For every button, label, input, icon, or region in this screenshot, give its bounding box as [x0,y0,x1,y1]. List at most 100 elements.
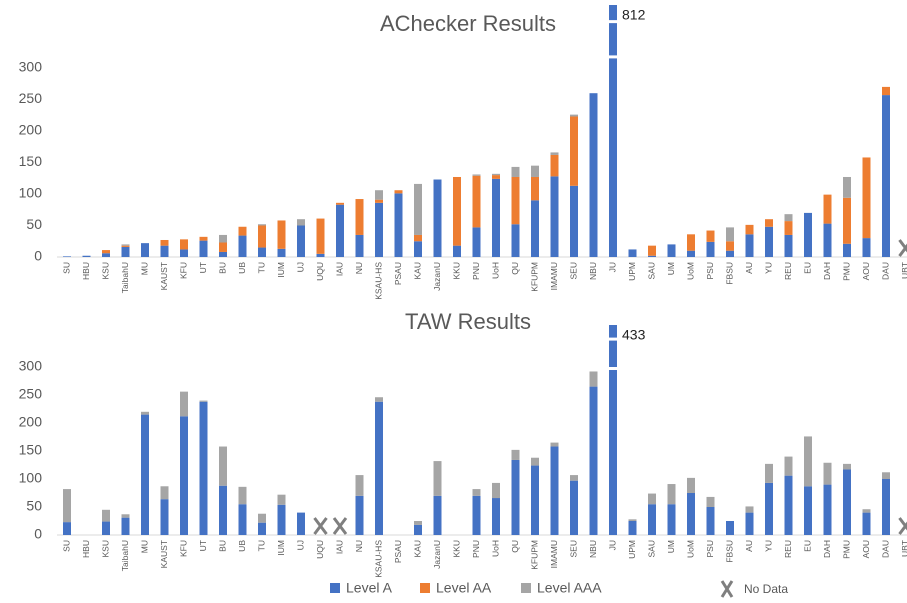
x-tick-label: DAH [822,262,832,280]
y-tick-label: 50 [26,216,42,232]
bar-segment [394,190,403,194]
bar-segment [687,250,695,257]
x-tick-label: AU [744,540,754,552]
bar-segment [121,517,130,535]
x-tick-label: BU [217,262,227,274]
y-tick-label: 50 [26,498,42,514]
x-tick-label: UQU [315,262,325,281]
x-tick-label: KFUPM [529,540,539,570]
bar-segment [648,255,656,257]
x-tick-label: IAU [334,262,344,276]
chart: AChecker Results 0 50 100 150 200 250 300 SU HBU K… [19,5,907,300]
x-tick-label: EU [802,540,812,552]
bar-segment [199,401,208,535]
x-tick-label: JU [607,540,617,550]
bar-segment [589,93,598,257]
bar-segment [804,436,812,487]
bar-segment [706,496,715,507]
bar-segment [160,239,169,246]
bar-segment [492,173,500,176]
x-tick-label: TU [256,540,266,551]
bar-segment [667,504,676,535]
bar-segment [589,386,598,535]
x-tick-label: JazanU [432,540,442,569]
bar-segment [453,176,461,246]
bar-segment [823,462,832,485]
bar-segment [121,244,130,246]
bar-segment [414,524,422,535]
bar-segment [219,446,227,486]
bar-segment [726,521,734,535]
bar-segment [238,226,247,236]
x-tick-label: PNU [471,262,481,280]
bar-segment [687,234,695,251]
bar-segment [297,512,305,535]
x-tick-label: BU [217,540,227,552]
no-data-mark [313,517,328,535]
x-tick-label: SEU [568,540,578,557]
bar-segment [784,475,793,535]
bars [63,5,890,257]
bar-segment [180,391,188,417]
bar-segment [199,236,208,241]
bar-segment [823,484,832,535]
x-tick-label: MU [139,262,149,275]
bar-segment [648,493,656,505]
bar-segment [316,218,325,254]
chart-title: AChecker Results [380,11,556,36]
bar-segment [531,176,539,201]
bar-segment [238,235,247,257]
bar-segment [336,204,344,257]
bar-segment [823,194,832,224]
y-tick-label: 200 [19,414,43,430]
bar-segment [843,176,851,198]
bar-segment [804,212,812,257]
bar-segment [823,223,832,257]
bar-segment [882,472,890,479]
x-tick-label: PMU [841,540,851,559]
bar-segment [843,243,851,257]
bar-segment [784,456,793,476]
x-tick-label: IMAMU [549,540,559,568]
bar-segment [531,457,539,466]
legend-no-data-mark [720,580,734,598]
y-tick-label: 250 [19,90,43,106]
x-tick-label: KSAU-HS [373,540,383,578]
x-tick-label: IMAMU [549,262,559,290]
bar-segment [121,246,130,257]
bar-segment [63,489,71,523]
bar-segment [375,202,383,257]
x-tick-label: NU [354,540,364,552]
legend-label: Level AAA [537,580,602,596]
bar-segment [511,166,520,177]
x-tick-label: KFU [178,540,188,557]
bar-segment [609,293,617,306]
bar-segment [706,241,715,257]
bar-segment [472,174,481,176]
bar-segment [531,465,539,535]
bar-segment [550,442,559,447]
bar-segment [414,521,422,525]
x-tick-label: PSU [705,262,715,279]
x-tick-label: DAU [880,540,890,558]
bar-segment [472,495,481,535]
bar-segment [570,480,578,535]
y-tick-label: 300 [19,59,43,75]
x-tick-label: SEU [568,262,578,279]
bar-segment [726,250,734,257]
annotation: 812 [622,7,646,23]
axis-break [608,20,618,24]
bar-segment [609,5,617,257]
bar-segment [219,251,227,257]
x-tick-label: KFUPM [529,262,539,292]
x-tick-label: SAU [646,262,656,279]
x-tick-label: KAU [412,262,422,279]
legend-label: No Data [744,582,788,596]
x-tick-label: SU [61,540,71,552]
bar-segment [472,489,481,496]
bar-segment [63,256,71,257]
y-tick-label: 100 [19,185,43,201]
bar-segment [589,371,598,387]
bar-segment [375,190,383,200]
x-tick-label: KKU [451,262,461,279]
